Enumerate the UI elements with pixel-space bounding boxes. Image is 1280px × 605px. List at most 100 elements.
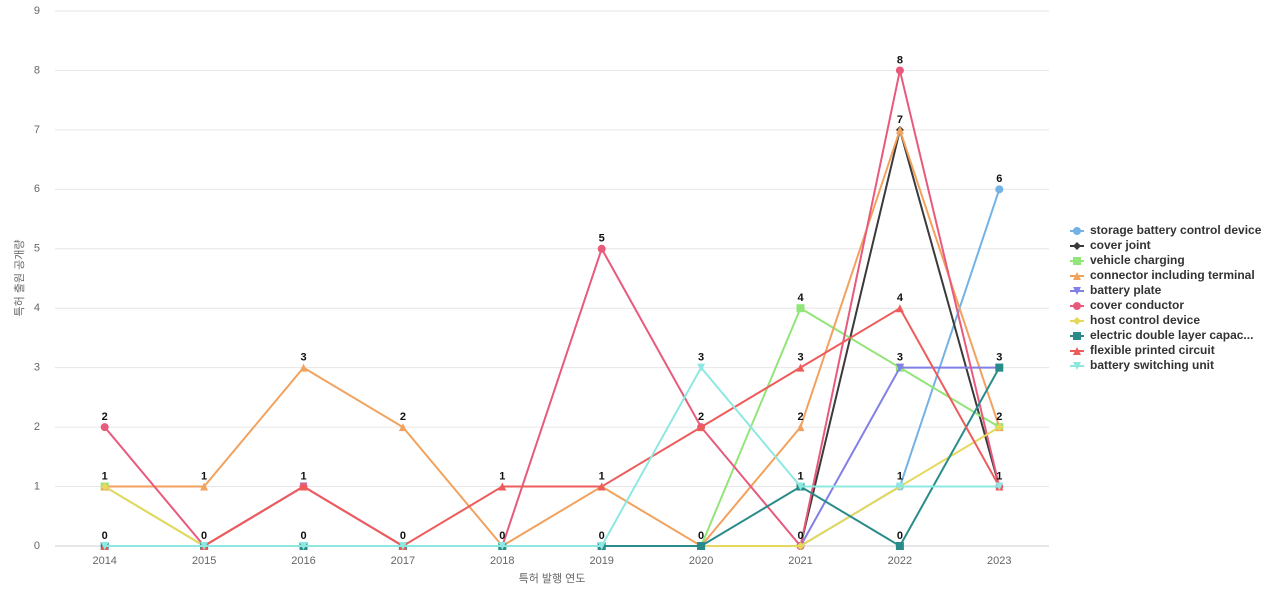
data-label: 1	[102, 470, 108, 482]
marker	[796, 363, 805, 372]
marker	[1073, 302, 1081, 310]
data-label: 3	[300, 352, 306, 364]
data-label: 5	[599, 233, 605, 245]
series-line	[104, 126, 1001, 548]
marker	[895, 66, 904, 75]
data-label: 1	[897, 470, 903, 482]
marker	[597, 542, 606, 550]
data-label: 3	[797, 352, 803, 364]
legend-label: vehicle charging	[1090, 253, 1185, 267]
y-tick-label: 6	[34, 183, 40, 195]
marker	[895, 363, 904, 372]
data-label: 7	[897, 114, 903, 126]
marker	[299, 363, 308, 372]
marker	[995, 363, 1004, 372]
legend-label: battery switching unit	[1090, 358, 1214, 372]
data-label: 3	[996, 352, 1002, 364]
data-label: 0	[201, 530, 207, 542]
marker	[597, 244, 606, 253]
legend-item: vehicle charging	[1070, 253, 1185, 267]
marker	[995, 185, 1004, 194]
x-tick-label: 2014	[92, 555, 116, 567]
marker	[299, 482, 308, 491]
data-label: 0	[400, 530, 406, 542]
x-tick-label: 2018	[490, 555, 514, 567]
series-line	[104, 306, 1001, 548]
marker	[1073, 347, 1081, 355]
data-label: 1	[201, 470, 207, 482]
data-label: 4	[797, 292, 804, 304]
marker	[697, 423, 706, 432]
y-axis-title: 특허 출원 공개량	[13, 240, 26, 317]
legend-label: connector including terminal	[1090, 268, 1255, 282]
legend-item: electric double layer capac...	[1070, 328, 1253, 342]
data-label: 8	[897, 54, 903, 66]
series	[100, 363, 1004, 550]
y-tick-label: 1	[34, 480, 40, 492]
marker	[1073, 227, 1081, 235]
marker	[796, 423, 805, 432]
x-tick-label: 2015	[192, 555, 216, 567]
x-tick-label: 2021	[788, 555, 812, 567]
x-tick-label: 2017	[391, 555, 415, 567]
y-tick-label: 0	[34, 540, 40, 552]
x-tick-label: 2019	[589, 555, 613, 567]
legend-item: connector including terminal	[1070, 268, 1255, 282]
marker	[200, 542, 209, 550]
y-tick-label: 4	[34, 302, 40, 314]
series	[100, 304, 1004, 550]
marker	[895, 482, 904, 491]
marker	[796, 304, 805, 313]
data-label: 0	[797, 530, 803, 542]
data-label: 2	[400, 411, 406, 423]
marker	[100, 482, 109, 491]
marker	[100, 542, 109, 550]
data-label: 1	[996, 470, 1002, 482]
data-label: 2	[797, 411, 803, 423]
marker	[1073, 272, 1081, 280]
data-label: 3	[698, 352, 704, 364]
data-label: 0	[897, 530, 903, 542]
data-label: 0	[499, 530, 505, 542]
x-tick-label: 2023	[987, 555, 1011, 567]
marker	[796, 482, 805, 491]
y-tick-label: 9	[34, 5, 40, 17]
marker	[498, 542, 507, 550]
legend-label: storage battery control device	[1090, 223, 1262, 237]
marker	[995, 423, 1004, 432]
series-line	[104, 365, 1000, 547]
marker	[1073, 362, 1081, 370]
data-label: 2	[698, 411, 704, 423]
y-tick-label: 3	[34, 362, 40, 374]
legend-item: cover conductor	[1070, 298, 1184, 312]
series	[100, 363, 1004, 550]
x-tick-label: 2022	[888, 555, 912, 567]
marker	[796, 542, 805, 550]
marker	[895, 542, 904, 550]
marker	[1073, 317, 1081, 325]
y-tick-label: 2	[34, 421, 40, 433]
marker	[995, 482, 1004, 491]
data-label: 6	[996, 173, 1002, 185]
legend-item: battery switching unit	[1070, 358, 1214, 372]
legend-label: cover conductor	[1090, 298, 1184, 312]
y-tick-label: 7	[34, 124, 40, 136]
legend-item: battery plate	[1070, 283, 1162, 297]
legend-item: flexible printed circuit	[1070, 343, 1215, 357]
data-label: 0	[102, 530, 108, 542]
y-tick-label: 8	[34, 64, 40, 76]
x-tick-label: 2016	[291, 555, 315, 567]
series	[100, 363, 1004, 550]
data-label: 2	[996, 411, 1002, 423]
legend-label: cover joint	[1090, 238, 1151, 252]
marker	[697, 363, 706, 372]
data-label: 1	[499, 470, 505, 482]
data-label: 0	[599, 530, 605, 542]
data-label: 2	[102, 411, 108, 423]
legend-label: flexible printed circuit	[1090, 343, 1215, 357]
data-label: 0	[698, 530, 704, 542]
marker	[895, 304, 904, 313]
data-label: 1	[599, 470, 605, 482]
x-tick-label: 2020	[689, 555, 713, 567]
